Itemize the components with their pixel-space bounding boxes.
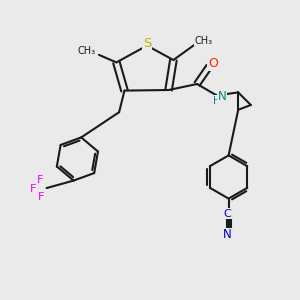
Text: C: C xyxy=(224,208,232,219)
Text: F: F xyxy=(30,184,37,194)
Text: N: N xyxy=(223,228,232,242)
Text: F: F xyxy=(37,175,43,185)
Text: CH₃: CH₃ xyxy=(77,46,95,56)
Text: H: H xyxy=(213,96,220,106)
Text: F: F xyxy=(38,192,44,202)
Text: N: N xyxy=(218,90,226,103)
Text: CH₃: CH₃ xyxy=(195,36,213,46)
Text: O: O xyxy=(208,57,218,70)
Text: S: S xyxy=(143,37,151,50)
